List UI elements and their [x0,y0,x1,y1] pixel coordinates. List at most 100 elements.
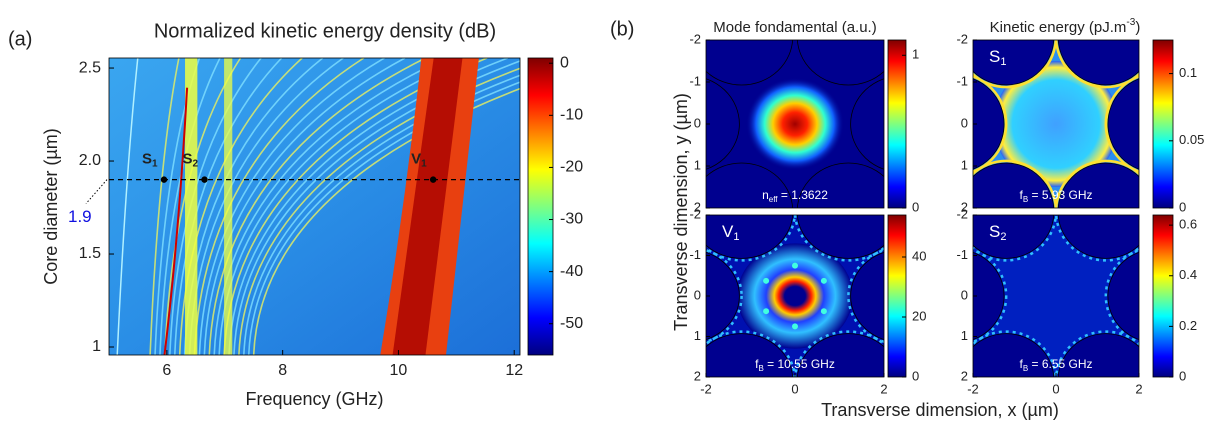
point [160,176,168,183]
colorbar-tick-label: 0 [1179,368,1186,383]
y-tick-label: -1 [689,73,701,88]
colorbar [887,39,907,209]
colorbar-tick-label: -50 [560,315,583,332]
mode-curve [173,58,283,355]
mode-note-rest: = 5.93 GHz [1028,188,1092,202]
cladding-glow [973,215,1058,262]
colorbar-tick-label: -30 [560,211,583,228]
mode-label-main: S [989,222,1000,241]
mode-band [185,58,198,355]
panel-label: (a) [8,28,32,50]
cladding-hole [1107,78,1139,170]
colorbar-tick-label: -20 [560,159,583,176]
mode-image [973,215,1139,377]
colorbar-tick-label: 40 [912,248,926,263]
cladding-hole [796,162,884,208]
mode-note-sub: B [1023,364,1028,373]
x-tick-label: 2 [880,381,887,396]
mode-note-rest: = 6.55 GHz [1028,357,1092,371]
mode-note-sub: B [1023,195,1028,204]
cladding-hole [796,40,884,86]
colorbar-tick-label: 0.6 [1179,217,1197,232]
mode-curve [198,58,385,355]
mode-curve [159,58,221,355]
point-label: S1 [142,151,158,170]
mode-note-rest: = 10.55 GHz [764,357,835,371]
cladding-hole [1057,162,1139,208]
colorbar [887,214,907,378]
cladding-hole [973,251,1005,341]
x-tick-label: 10 [390,362,408,379]
chart-title: Mode fondamental (a.u.) [713,19,876,36]
mode-label-sub: 1 [733,231,739,243]
colorbar-tick-label: 0 [1179,199,1186,214]
mode-note-sub: B [758,364,763,373]
cladding-hole [796,215,884,259]
mode-note-main: f [755,357,759,371]
lobe [820,277,827,284]
cladding-glow [973,248,1008,344]
point-label-sub: 1 [152,158,158,169]
colorbar-tick-label: 0.4 [1179,267,1197,282]
fundamental-mode [746,77,844,171]
y-axis-label: Core diameter (µm) [41,128,61,284]
mode-note-sub: eff [769,195,779,204]
y-tick-label: 2.0 [79,152,101,169]
lobe [763,308,770,315]
point-label-main: V [411,151,421,168]
colorbar-tick-label: 0 [560,54,569,71]
x-axis-label: Frequency (GHz) [245,389,383,409]
y-tick-label: 1 [694,328,701,343]
cladding-hole [706,251,740,341]
plot-frame [108,57,521,356]
cladding-hole [706,215,794,259]
mode-curve [213,58,447,355]
y-tick-label: 0 [961,287,968,302]
cladding-glow [973,159,1058,208]
point-label-main: S [183,151,193,168]
mode-curve [243,74,520,355]
cladding-hole [850,78,884,170]
y-tick-label: 1 [92,338,101,355]
y-tick-label: 2 [694,368,701,383]
point-label-sub: 2 [193,158,199,169]
cladding-glow [973,330,1058,377]
mode-label: S1 [989,47,1006,67]
cladding-hole [706,78,740,170]
cladding-hole [973,162,1055,208]
lobe [763,277,770,284]
point-label: V1 [411,151,427,170]
mode-note: fB = 5.93 GHz [1019,188,1092,204]
cladding-hole [706,40,794,86]
mode-curve [116,58,139,355]
cladding-hole [1107,251,1139,341]
cladding-glow [706,330,797,377]
colorbar [1152,214,1174,378]
x-tick-label: 8 [278,362,287,379]
x-tick-label: 12 [505,362,523,379]
cladding-glow [1054,159,1139,208]
mode-band [224,58,233,355]
y-tick-label: 1.5 [79,245,101,262]
core-field [737,243,853,349]
y-tick-label: -2 [689,206,701,221]
y-tick-label: 1 [961,157,968,172]
cladding-hole [706,162,794,208]
y-tick-label: 0 [694,287,701,302]
chart-title-rest: ) [1135,19,1140,36]
mode-note: neff = 1.3622 [762,188,828,204]
mode-label-main: V [722,222,734,241]
shared-y-label: Transverse dimension, y (µm) [671,93,691,331]
chart-title: Kinetic energy (pJ.m-3) [990,17,1141,36]
mode-curve [149,58,180,355]
cladding-hole [973,333,1055,377]
y-tick-label: 2 [694,199,701,214]
point [201,176,208,183]
cladding-glow [1054,40,1139,89]
chart-title: Normalized kinetic energy density (dB) [154,20,496,42]
cladding-hole [1057,40,1139,86]
lobe [792,323,798,330]
cladding-glow [1104,248,1139,344]
x-tick-label: 0 [1052,381,1059,396]
